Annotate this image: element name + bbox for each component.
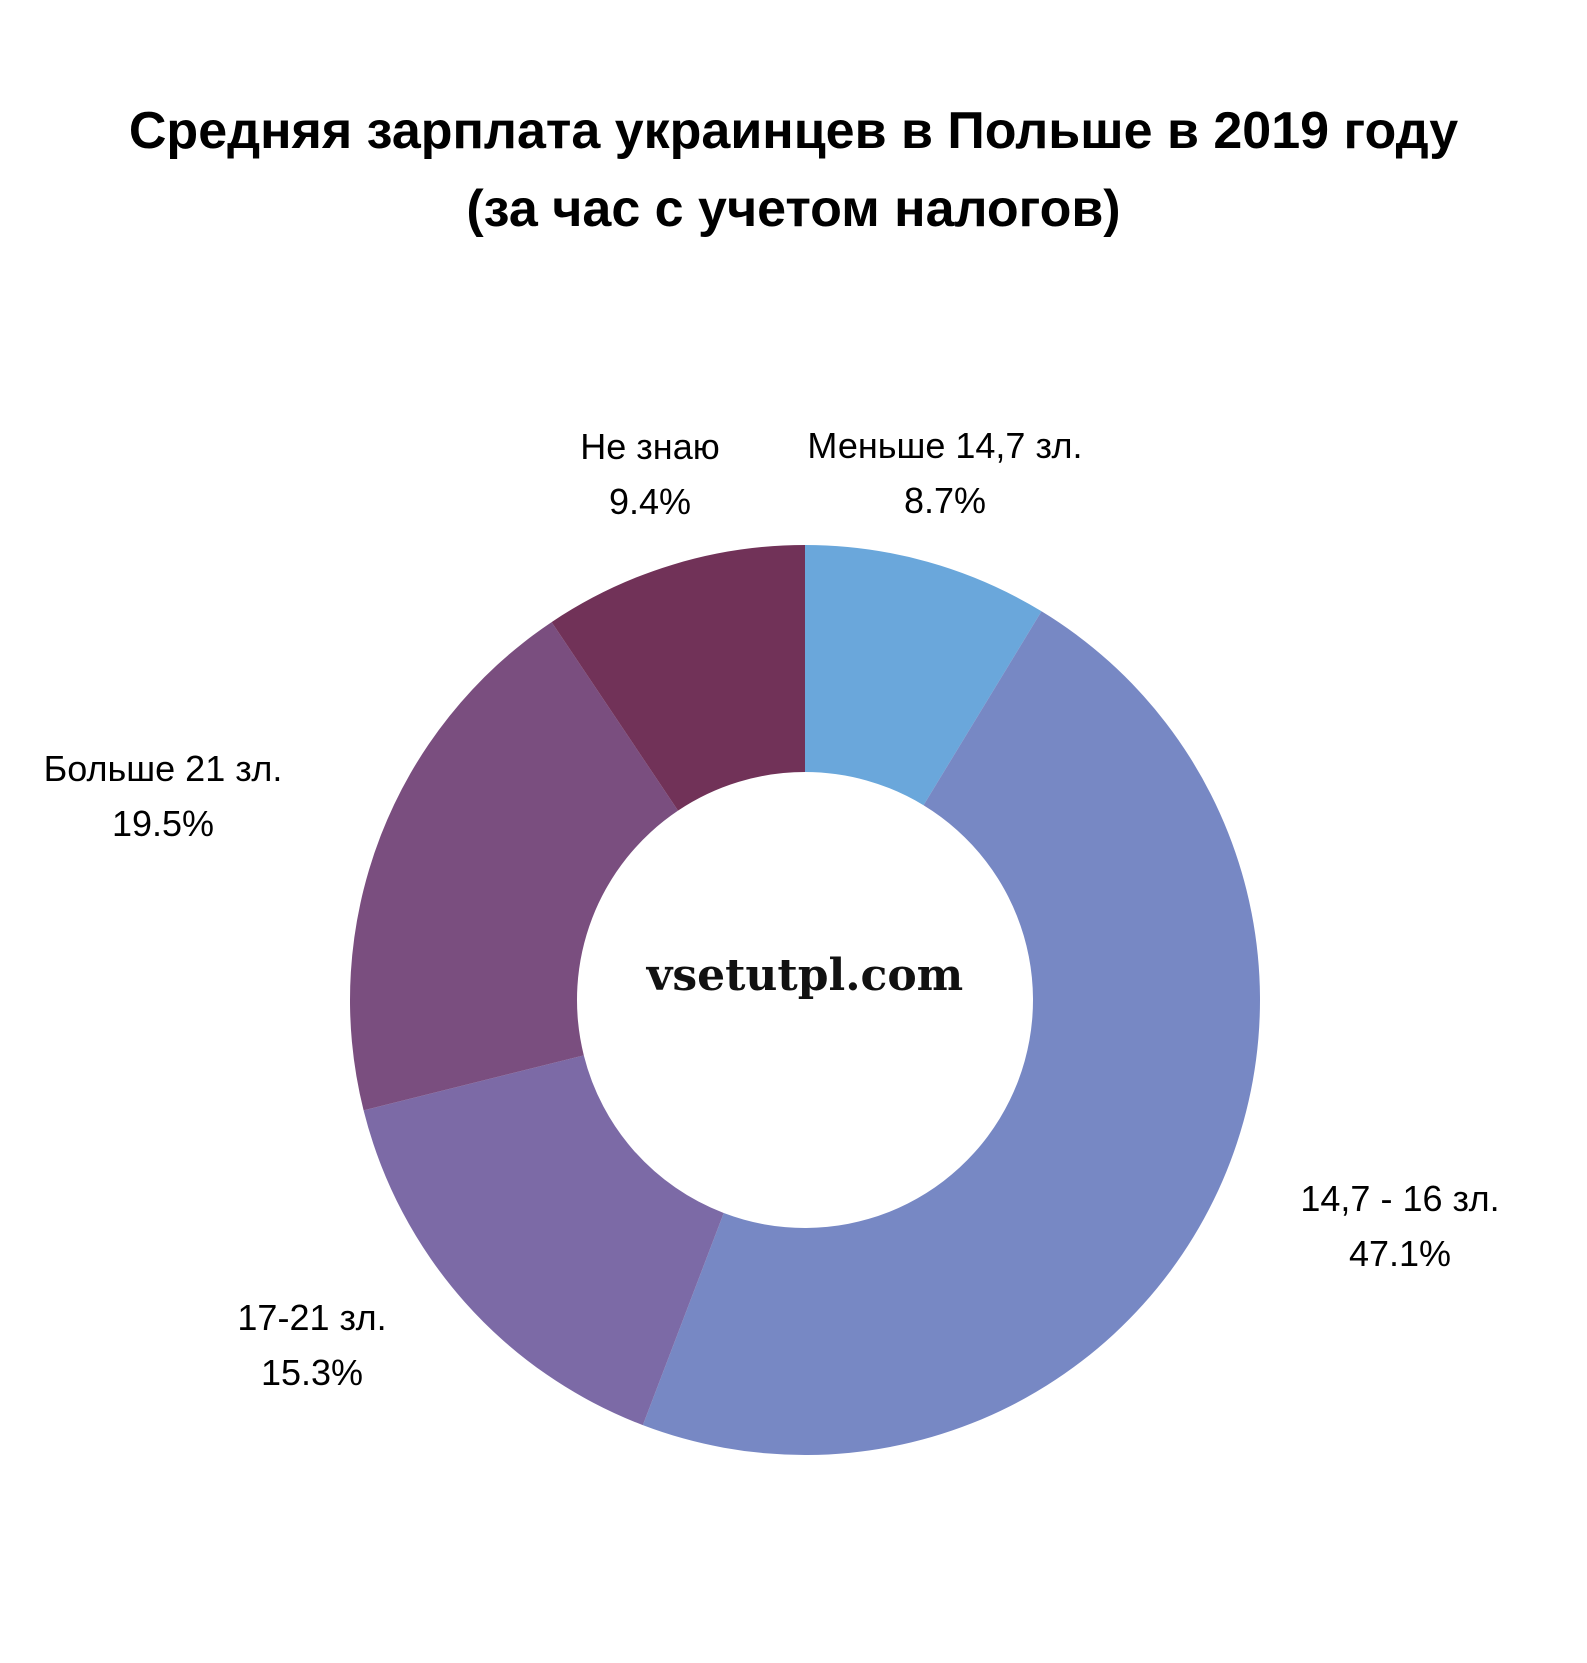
donut-slice-3	[363, 1055, 724, 1426]
slice-label-1: Меньше 14,7 зл.	[807, 425, 1082, 466]
chart-title-line1: Средняя зарплата украинцев в Польше в 20…	[128, 102, 1459, 160]
donut-slice-1	[805, 545, 1042, 806]
slice-label-2: 14,7 - 16 зл.	[1300, 1178, 1499, 1219]
chart-subtitle: (за час с учетом налогов)	[466, 180, 1121, 238]
slice-labels: Меньше 14,7 зл. 8.7% 14,7 - 16 зл. 47.1% 17-…	[44, 425, 1500, 1393]
slice-label-3: 17-21 зл.	[237, 1297, 386, 1338]
watermark-text: vsetutpl.com	[646, 950, 963, 1001]
slice-value-label-1: 8.7%	[904, 480, 986, 521]
donut-slice-2	[642, 611, 1260, 1455]
donut-slice-4	[350, 622, 679, 1111]
slice-value-label-4: 19.5%	[112, 803, 214, 844]
donut-slices	[350, 545, 1260, 1455]
slice-value-label-5: 9.4%	[609, 481, 691, 522]
slice-label-5: Не знаю	[580, 426, 719, 467]
slice-label-4: Больше 21 зл.	[44, 748, 283, 789]
donut-slice-5	[551, 545, 805, 811]
slice-value-label-2: 47.1%	[1349, 1233, 1451, 1274]
slice-value-label-3: 15.3%	[261, 1352, 363, 1393]
chart-title: Средняя зарплата украинцев в Польше в 20…	[0, 92, 1587, 248]
